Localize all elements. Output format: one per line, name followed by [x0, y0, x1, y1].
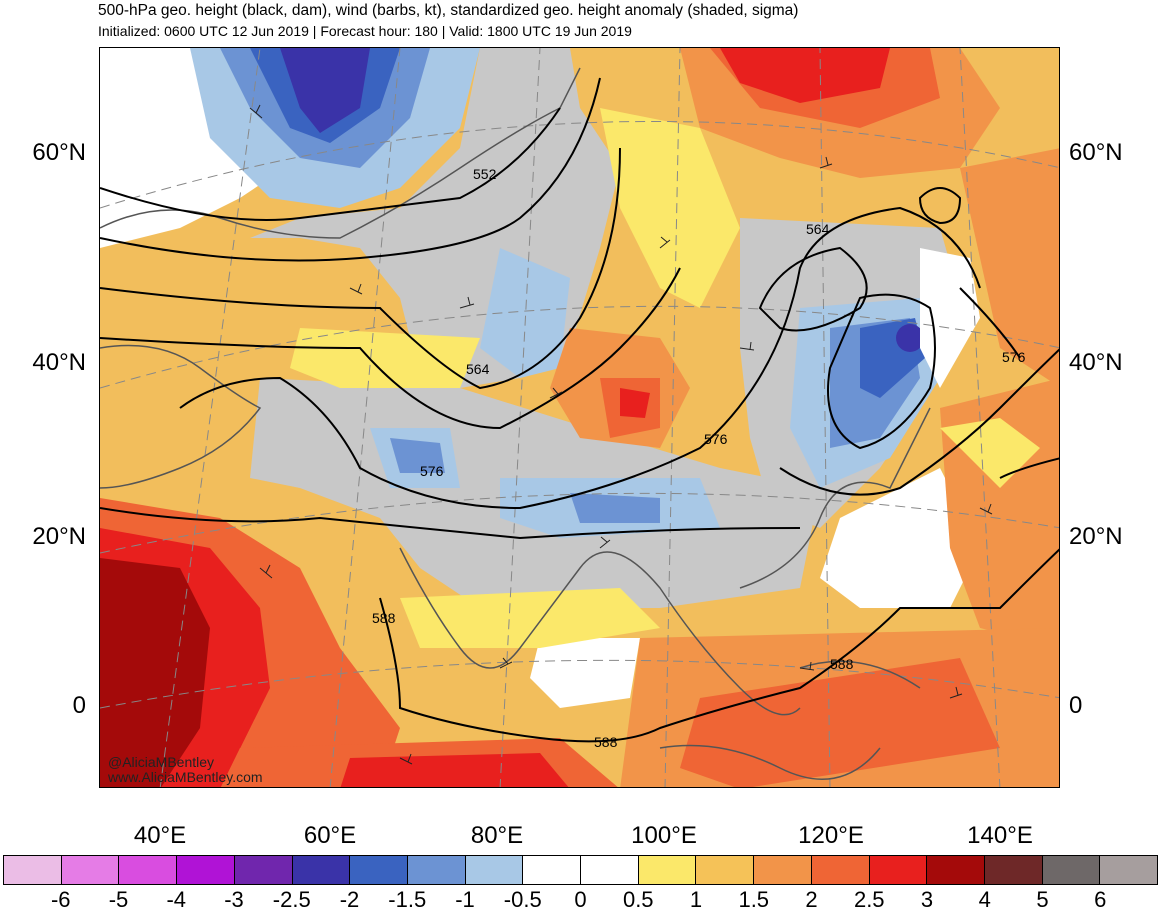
colorbar-label: 0.5 [622, 887, 654, 912]
colorbar-label: -6 [50, 887, 71, 912]
colorbar-label: 1 [689, 887, 703, 912]
colorbar-swatch [407, 856, 466, 884]
colorbar-label: 2 [805, 887, 818, 912]
colorbar-label: 6 [1094, 887, 1107, 912]
colorbar-label: 4 [978, 887, 991, 912]
colorbar-swatch [177, 856, 235, 884]
colorbar-label: -5 [108, 887, 129, 912]
colorbar-swatch [696, 856, 755, 884]
colorbar [3, 855, 1158, 885]
coastlines [100, 67, 931, 780]
anomaly-map: 552 564 564 576 576 576 588 588 588 [99, 47, 1060, 788]
map-title: 500-hPa geo. height (black, dam), wind (… [98, 2, 799, 19]
colorbar-swatch [984, 856, 1043, 884]
lon-label: 80°E [470, 822, 524, 849]
contour-label: 564 [466, 361, 490, 377]
lat-label: 60°N [32, 139, 86, 166]
colorbar-swatch [465, 856, 524, 884]
lon-label: 60°E [303, 822, 357, 849]
anomaly-shading [100, 48, 1059, 787]
colorbar-swatch [754, 856, 812, 884]
contour-label: 552 [473, 166, 497, 182]
credit-handle: @AliciaMBentley [108, 754, 215, 770]
lat-label: 60°N [1069, 139, 1123, 166]
lat-label: 0 [72, 692, 86, 719]
contour-label: 576 [704, 431, 728, 447]
colorbar-swatch [1100, 856, 1158, 884]
lat-label: 20°N [32, 523, 86, 550]
colorbar-swatch [61, 856, 120, 884]
colorbar-swatch [234, 856, 293, 884]
colorbar-swatch [292, 856, 351, 884]
colorbar-label: 3 [920, 887, 934, 912]
lon-label: 40°E [133, 822, 187, 849]
lon-label: 100°E [631, 822, 697, 849]
contour-label: 588 [830, 656, 854, 672]
colorbar-swatch [523, 856, 582, 884]
colorbar-swatch [581, 856, 639, 884]
colorbar-label: -1 [455, 887, 475, 912]
lat-label: 40°N [1069, 349, 1123, 376]
lat-label: 40°N [32, 349, 86, 376]
contour-label: 576 [420, 463, 444, 479]
colorbar-label: 0 [574, 887, 587, 912]
colorbar-label: -2.5 [272, 887, 311, 912]
contour-label: 588 [594, 734, 618, 750]
colorbar-swatch [350, 856, 408, 884]
map-subtitle: Initialized: 0600 UTC 12 Jun 2019 | Fore… [98, 23, 632, 39]
colorbar-label: -3 [224, 887, 244, 912]
colorbar-label: -0.5 [503, 887, 542, 912]
colorbar-swatch [811, 856, 870, 884]
colorbar-swatch [1042, 856, 1101, 884]
colorbar-swatch [4, 856, 62, 884]
colorbar-label: 1.5 [738, 887, 770, 912]
map-canvas [100, 48, 1059, 787]
wind-barbs [249, 104, 993, 765]
lat-label: 0 [1069, 692, 1083, 719]
colorbar-swatch [927, 856, 985, 884]
height-contours [100, 77, 1059, 743]
colorbar-label: 5 [1036, 887, 1049, 912]
contour-label: 576 [1002, 349, 1026, 365]
credit-url: www.AliciaMBentley.com [108, 769, 263, 785]
lon-label: 140°E [967, 822, 1033, 849]
contour-label: 588 [372, 610, 396, 626]
colorbar-swatch [869, 856, 928, 884]
lon-label: 120°E [798, 822, 864, 849]
colorbar-swatch [638, 856, 697, 884]
colorbar-label: -4 [166, 887, 187, 912]
colorbar-label: -2 [339, 887, 360, 912]
colorbar-label: 2.5 [853, 887, 885, 912]
colorbar-swatch [119, 856, 178, 884]
colorbar-label: -1.5 [388, 887, 427, 912]
lat-label: 20°N [1069, 523, 1123, 550]
contour-label: 564 [806, 221, 830, 237]
